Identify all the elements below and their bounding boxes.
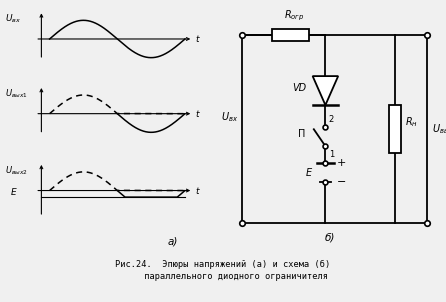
Bar xyxy=(272,29,309,41)
Text: E: E xyxy=(11,188,17,197)
Text: $U_{вх}$: $U_{вх}$ xyxy=(221,110,238,124)
Text: б): б) xyxy=(325,233,335,243)
Text: VD: VD xyxy=(293,83,307,93)
Text: 1: 1 xyxy=(329,150,334,159)
Text: $R_{н}$: $R_{н}$ xyxy=(405,115,418,129)
Text: +: + xyxy=(337,158,346,168)
Text: E: E xyxy=(306,168,312,178)
Text: $t$: $t$ xyxy=(195,108,201,119)
Text: −: − xyxy=(337,177,346,188)
Text: $U_{вх}$: $U_{вх}$ xyxy=(5,13,21,25)
Text: $t$: $t$ xyxy=(195,185,201,196)
Text: $U_{вых2}$: $U_{вых2}$ xyxy=(5,164,29,177)
Text: $R_{огр}$: $R_{огр}$ xyxy=(284,8,304,23)
Bar xyxy=(389,105,401,153)
Text: $t$: $t$ xyxy=(195,34,201,44)
Text: Рис.24.  Эпюры напряжений (а) и схема (б)
     параллельного диодного ограничите: Рис.24. Эпюры напряжений (а) и схема (б)… xyxy=(116,260,330,281)
Polygon shape xyxy=(313,76,338,105)
Text: а): а) xyxy=(168,236,178,246)
Text: 2: 2 xyxy=(329,115,334,124)
Text: $U_{вых1}$: $U_{вых1}$ xyxy=(5,87,28,100)
Text: П: П xyxy=(298,129,306,139)
Text: $U_{вых}$: $U_{вых}$ xyxy=(432,122,446,136)
